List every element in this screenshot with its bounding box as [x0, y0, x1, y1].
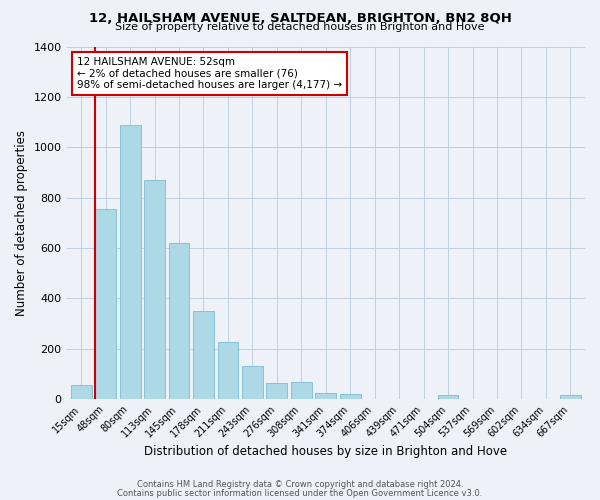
Bar	[120, 124, 140, 399]
Bar	[169, 243, 190, 399]
Bar	[71, 386, 92, 399]
Text: 12, HAILSHAM AVENUE, SALTDEAN, BRIGHTON, BN2 8QH: 12, HAILSHAM AVENUE, SALTDEAN, BRIGHTON,…	[89, 12, 511, 26]
Text: Contains public sector information licensed under the Open Government Licence v3: Contains public sector information licen…	[118, 488, 482, 498]
Bar	[437, 396, 458, 399]
X-axis label: Distribution of detached houses by size in Brighton and Hove: Distribution of detached houses by size …	[144, 444, 508, 458]
Text: Contains HM Land Registry data © Crown copyright and database right 2024.: Contains HM Land Registry data © Crown c…	[137, 480, 463, 489]
Bar	[291, 382, 312, 399]
Text: Size of property relative to detached houses in Brighton and Hove: Size of property relative to detached ho…	[115, 22, 485, 32]
Bar	[266, 383, 287, 399]
Bar	[560, 396, 581, 399]
Bar	[218, 342, 238, 399]
Y-axis label: Number of detached properties: Number of detached properties	[15, 130, 28, 316]
Bar	[144, 180, 165, 399]
Bar	[340, 394, 361, 399]
Bar	[242, 366, 263, 399]
Bar	[193, 311, 214, 399]
Bar	[316, 393, 336, 399]
Text: 12 HAILSHAM AVENUE: 52sqm
← 2% of detached houses are smaller (76)
98% of semi-d: 12 HAILSHAM AVENUE: 52sqm ← 2% of detach…	[77, 57, 342, 90]
Bar	[95, 209, 116, 399]
